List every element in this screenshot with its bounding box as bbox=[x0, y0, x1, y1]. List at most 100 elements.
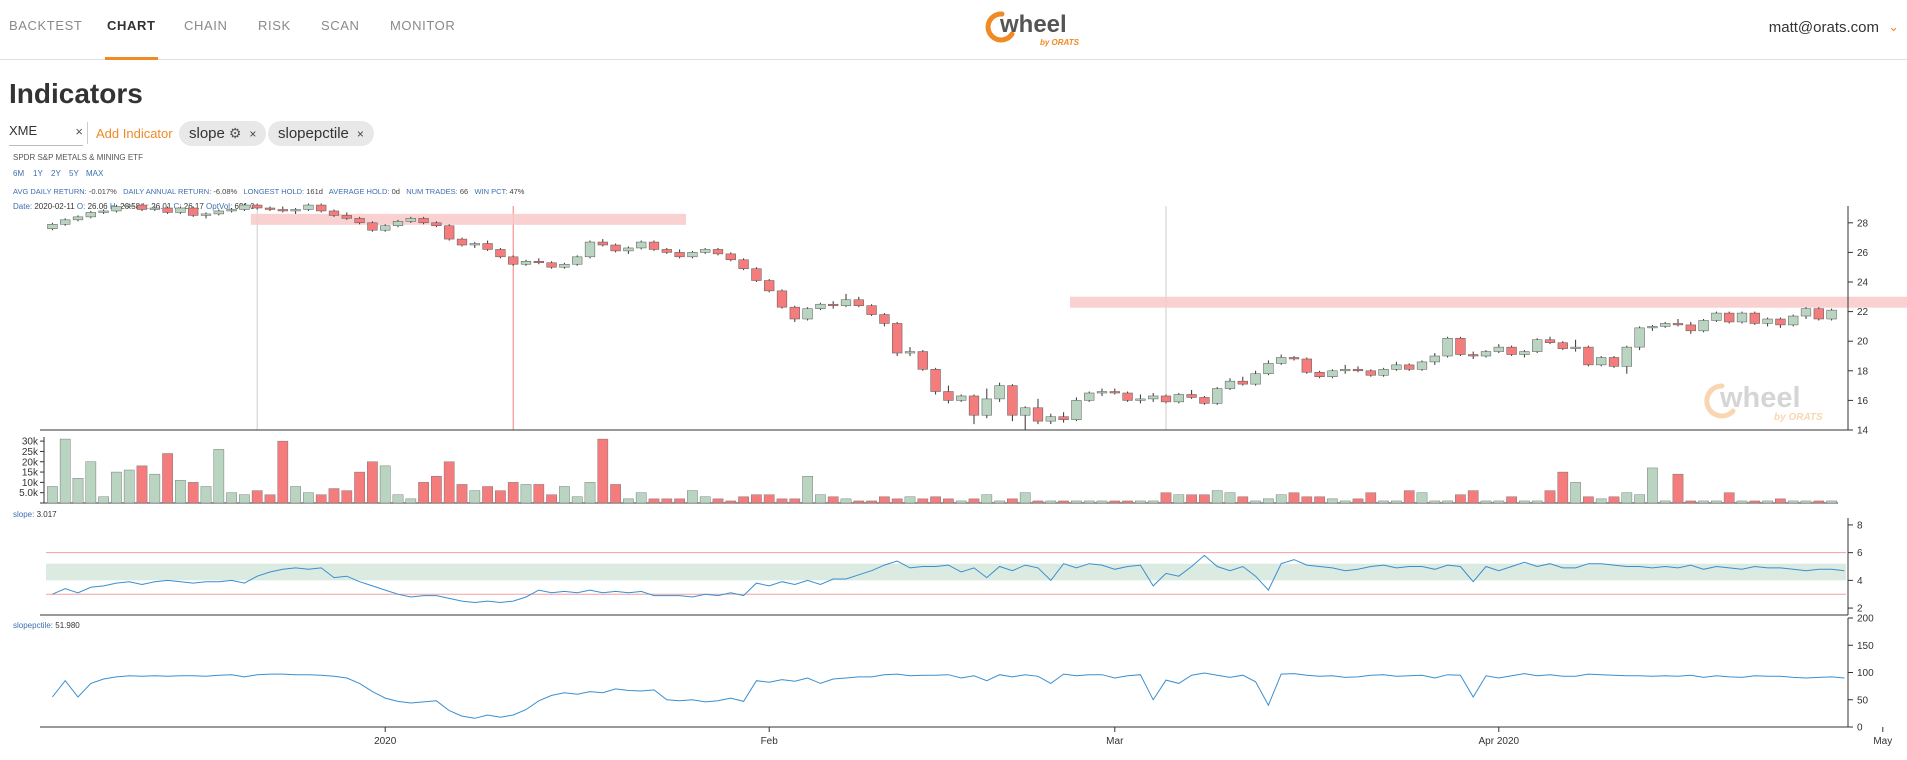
volume-bar bbox=[1685, 500, 1697, 504]
candle bbox=[1698, 319, 1709, 333]
volume-bar bbox=[1813, 500, 1825, 504]
gear-icon[interactable]: ⚙ bbox=[228, 125, 242, 141]
candle bbox=[776, 289, 788, 309]
price-tick-label: 28 bbox=[1857, 218, 1869, 229]
candle-body bbox=[1327, 370, 1338, 377]
volume-bar bbox=[1122, 500, 1133, 504]
volume-bar bbox=[623, 498, 634, 504]
candle bbox=[1378, 367, 1389, 377]
candle bbox=[879, 313, 890, 327]
range-5y[interactable]: 5Y bbox=[69, 169, 79, 178]
stat-value: 0d bbox=[391, 187, 400, 196]
candle bbox=[239, 203, 250, 211]
candle bbox=[1685, 321, 1696, 334]
page-title: Indicators bbox=[9, 78, 143, 109]
volume-bar bbox=[469, 490, 481, 504]
tab-chain[interactable]: CHAIN bbox=[184, 18, 228, 33]
ohlc-label: C: bbox=[173, 202, 182, 211]
candle-body bbox=[1570, 346, 1581, 349]
slope-line bbox=[52, 554, 1845, 604]
candle-body bbox=[1020, 407, 1031, 416]
tab-backtest[interactable]: BACKTEST bbox=[9, 18, 83, 33]
candle bbox=[469, 242, 480, 248]
volume-bar bbox=[328, 488, 340, 504]
tab-scan[interactable]: SCAN bbox=[321, 18, 360, 33]
candle bbox=[1762, 317, 1773, 327]
volume-bar bbox=[955, 500, 967, 504]
candle bbox=[1020, 406, 1031, 430]
candle-body bbox=[1314, 372, 1325, 377]
range-max[interactable]: MAX bbox=[86, 169, 104, 178]
indicator-chip-slope[interactable]: slope ⚙ × bbox=[179, 121, 267, 146]
close-icon[interactable]: × bbox=[75, 124, 83, 139]
candle-body bbox=[1455, 337, 1466, 355]
tab-monitor[interactable]: MONITOR bbox=[390, 18, 456, 33]
candle-body bbox=[1468, 354, 1479, 357]
candle bbox=[136, 203, 148, 211]
volume-bar bbox=[1301, 496, 1313, 504]
volume-bar bbox=[1199, 494, 1210, 504]
add-indicator-button[interactable]: Add Indicator bbox=[96, 126, 173, 141]
close-icon[interactable]: × bbox=[249, 127, 257, 141]
range-6m[interactable]: 6M bbox=[13, 169, 25, 178]
volume-bar bbox=[1250, 500, 1261, 504]
slopepctile-tick-label: 50 bbox=[1857, 695, 1869, 706]
volume-bar bbox=[443, 461, 455, 504]
user-email[interactable]: matt@orats.com bbox=[1768, 19, 1879, 36]
candle-body bbox=[1724, 312, 1735, 323]
stat-value: 66 bbox=[459, 187, 469, 196]
close-icon[interactable]: × bbox=[356, 127, 364, 141]
candle bbox=[444, 224, 455, 241]
candle-body bbox=[597, 241, 608, 246]
volume-bar bbox=[648, 498, 660, 504]
candle bbox=[1148, 393, 1159, 402]
candle-body bbox=[776, 290, 788, 308]
volume-bar bbox=[1224, 492, 1236, 504]
candle-body bbox=[328, 210, 340, 216]
candle bbox=[264, 206, 276, 211]
volume-bar bbox=[1339, 500, 1351, 504]
volume-bar bbox=[303, 492, 314, 504]
candle bbox=[1634, 326, 1645, 351]
candle-body bbox=[917, 351, 928, 370]
indicator-chip-slopepctile[interactable]: slopepctile × bbox=[268, 121, 374, 146]
volume-bar bbox=[1378, 500, 1389, 504]
candle-body bbox=[508, 256, 519, 265]
volume-bar bbox=[584, 482, 596, 504]
candle bbox=[623, 246, 634, 254]
candle bbox=[904, 347, 916, 356]
volume-bar bbox=[85, 461, 97, 504]
candle-body bbox=[85, 212, 96, 218]
candle bbox=[1711, 311, 1722, 322]
volume-bar bbox=[520, 484, 532, 504]
range-2y[interactable]: 2Y bbox=[51, 169, 61, 178]
candle-body bbox=[149, 207, 160, 210]
volume-bar bbox=[111, 471, 122, 504]
candle-body bbox=[1263, 363, 1274, 375]
candle-body bbox=[789, 306, 800, 320]
candle-body bbox=[1096, 391, 1108, 394]
candle-body bbox=[1148, 395, 1159, 400]
tab-chart[interactable]: CHART bbox=[105, 18, 157, 60]
candle bbox=[1071, 397, 1082, 422]
ticker-input[interactable] bbox=[9, 123, 61, 138]
candle-body bbox=[520, 261, 532, 265]
volume-bar bbox=[1711, 500, 1722, 504]
candle bbox=[943, 385, 954, 404]
wheel-logo[interactable]: wheel by ORATS bbox=[982, 8, 1092, 48]
candle bbox=[1288, 356, 1300, 361]
candle-body bbox=[1813, 308, 1824, 320]
tab-risk[interactable]: RISK bbox=[258, 18, 291, 33]
volume-bar bbox=[994, 500, 1005, 504]
volume-bar bbox=[290, 486, 301, 504]
chevron-down-icon[interactable]: ⌄ bbox=[1888, 19, 1899, 34]
volume-bar bbox=[1570, 482, 1581, 504]
volume-bar bbox=[1647, 467, 1658, 504]
candle-body bbox=[687, 252, 698, 258]
volume-bar bbox=[1736, 500, 1748, 504]
slope-value: 3.017 bbox=[36, 510, 57, 519]
range-1y[interactable]: 1Y bbox=[33, 169, 43, 178]
volume-bar bbox=[175, 480, 186, 504]
candle-body bbox=[1429, 355, 1440, 363]
